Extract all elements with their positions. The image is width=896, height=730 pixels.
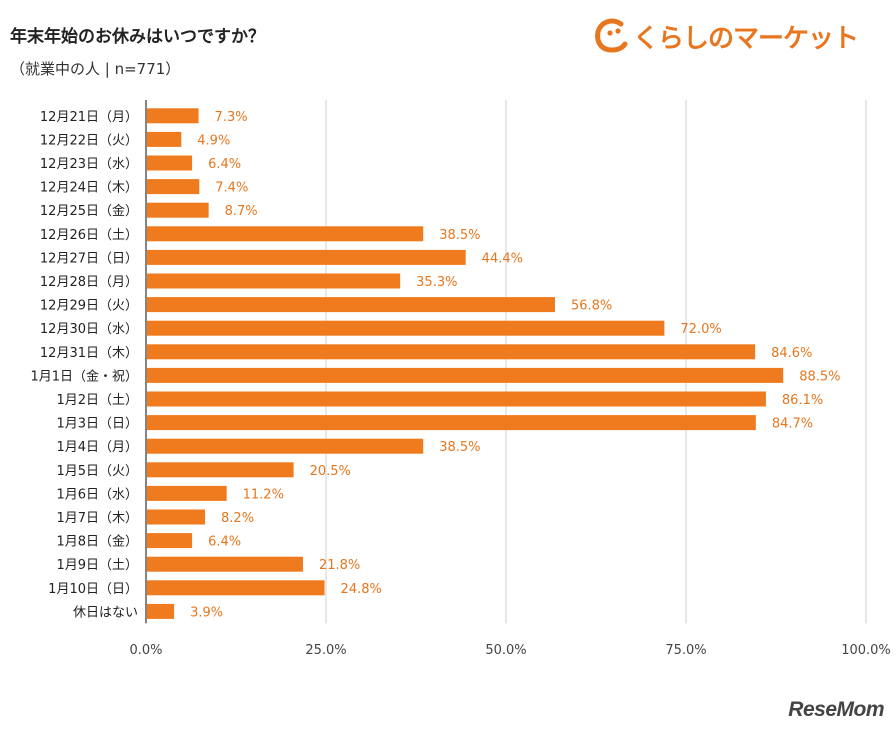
value-label: 3.9% xyxy=(190,605,223,620)
category-label: 休日はない xyxy=(73,605,138,620)
value-label: 21.8% xyxy=(319,558,360,573)
resemom-watermark: ReseMom xyxy=(788,698,884,721)
gridlines xyxy=(145,100,867,624)
category-label: 12月21日（月） xyxy=(40,110,138,125)
bar xyxy=(147,415,756,431)
category-label: 12月26日（土） xyxy=(40,228,138,243)
bar xyxy=(147,438,424,454)
category-label: 1月6日（水） xyxy=(56,487,138,502)
value-label: 11.2% xyxy=(243,487,284,502)
bar xyxy=(147,367,784,383)
category-label: 12月27日（日） xyxy=(40,251,138,266)
category-label: 1月2日（土） xyxy=(56,393,138,408)
value-label: 7.4% xyxy=(215,181,248,196)
labels: 0.0% 25.0% 50.0% 75.0% 100.0% 12月21日（月） 7.3% 12… xyxy=(30,110,890,658)
category-label: 12月23日（水） xyxy=(40,157,138,172)
bar xyxy=(147,179,200,195)
value-label: 4.9% xyxy=(197,133,230,148)
category-label: 1月5日（火） xyxy=(56,464,138,479)
category-label: 1月7日（木） xyxy=(56,511,138,526)
bar xyxy=(147,226,424,242)
value-label: 20.5% xyxy=(310,464,351,479)
value-label: 38.5% xyxy=(439,228,480,243)
category-label: 1月9日（土） xyxy=(56,558,138,573)
bar xyxy=(147,580,325,596)
bar xyxy=(147,108,199,124)
bar xyxy=(147,603,175,619)
category-label: 12月29日（火） xyxy=(40,299,138,314)
value-label: 6.4% xyxy=(208,157,241,172)
value-label: 44.4% xyxy=(482,251,523,266)
category-label: 1月10日（日） xyxy=(48,582,138,597)
kurashi-logo-icon xyxy=(595,18,628,53)
value-label: 88.5% xyxy=(799,369,840,384)
x-tick-label: 25.0% xyxy=(305,643,346,658)
bar xyxy=(147,273,401,289)
chart-title: 年末年始のお休みはいつですか？ xyxy=(10,27,265,47)
chart-subtitle: （就業中の人 | n=771） xyxy=(10,60,181,78)
x-tick-label: 0.0% xyxy=(129,643,162,658)
value-label: 72.0% xyxy=(680,322,721,337)
category-label: 12月24日（木） xyxy=(40,181,138,196)
x-tick-label: 75.0% xyxy=(665,643,706,658)
category-label: 1月3日（日） xyxy=(56,417,138,432)
value-label: 38.5% xyxy=(439,440,480,455)
bar xyxy=(147,533,193,549)
bar xyxy=(147,155,193,171)
value-label: 8.7% xyxy=(225,204,258,219)
value-label: 6.4% xyxy=(208,535,241,550)
category-label: 1月8日（金） xyxy=(56,534,138,550)
bar xyxy=(147,509,206,525)
bar xyxy=(147,202,209,218)
value-label: 7.3% xyxy=(215,110,248,125)
value-label: 56.8% xyxy=(571,299,612,314)
bar xyxy=(147,391,766,407)
bar xyxy=(147,249,466,265)
bar xyxy=(147,320,665,336)
value-label: 35.3% xyxy=(416,275,457,290)
bar xyxy=(147,344,756,360)
value-label: 84.6% xyxy=(771,346,812,361)
category-label: 1月4日（月） xyxy=(56,440,138,455)
category-label: 12月25日（金） xyxy=(40,203,138,219)
value-label: 24.8% xyxy=(341,582,382,597)
bar xyxy=(147,131,182,147)
bar xyxy=(147,556,303,572)
category-label: 12月31日（木） xyxy=(40,346,138,361)
category-label: 12月22日（火） xyxy=(40,133,138,148)
bars xyxy=(147,108,784,619)
x-tick-label: 100.0% xyxy=(841,643,891,658)
bar xyxy=(147,485,227,501)
bar xyxy=(147,462,294,478)
category-label: 1月1日（金・祝） xyxy=(30,368,138,384)
value-label: 86.1% xyxy=(782,393,823,408)
x-tick-label: 50.0% xyxy=(485,643,526,658)
value-label: 8.2% xyxy=(221,511,254,526)
value-label: 84.7% xyxy=(772,417,813,432)
bar xyxy=(147,297,555,313)
brand-logo: くらしのマーケット xyxy=(593,14,859,58)
category-label: 12月30日（水） xyxy=(40,322,138,337)
category-label: 12月28日（月） xyxy=(40,275,138,290)
brand-logo-text: くらしのマーケット xyxy=(633,24,859,54)
